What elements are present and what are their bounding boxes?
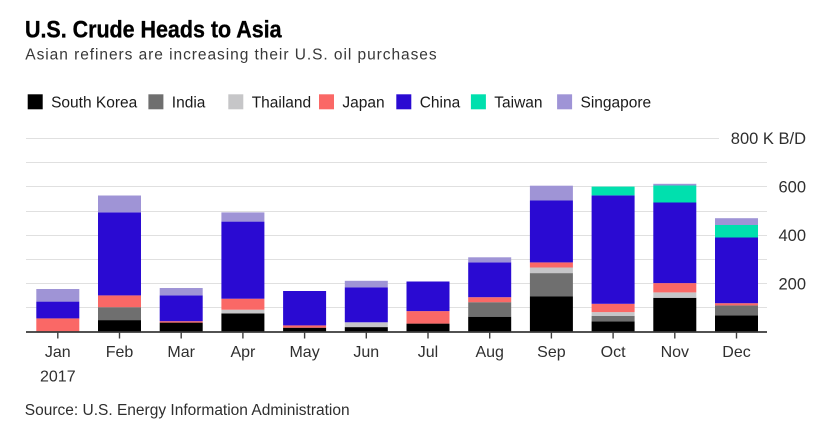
svg-text:Jun: Jun: [353, 344, 379, 361]
svg-text:200: 200: [778, 275, 806, 293]
svg-text:Jul: Jul: [418, 344, 438, 361]
svg-text:Source: U.S. Energy Informatio: Source: U.S. Energy Information Administ…: [25, 402, 350, 419]
svg-text:Jan: Jan: [45, 344, 71, 361]
svg-text:Singapore: Singapore: [581, 95, 652, 112]
svg-text:U.S. Crude Heads to Asia: U.S. Crude Heads to Asia: [25, 16, 282, 43]
svg-text:South Korea: South Korea: [51, 95, 138, 112]
svg-text:Taiwan: Taiwan: [494, 95, 542, 112]
svg-text:Feb: Feb: [106, 344, 134, 361]
svg-text:India: India: [172, 95, 206, 112]
svg-text:Aug: Aug: [475, 344, 503, 361]
svg-text:Japan: Japan: [342, 95, 384, 112]
svg-text:Sep: Sep: [537, 344, 566, 361]
svg-text:Dec: Dec: [722, 344, 750, 361]
svg-text:Nov: Nov: [661, 344, 689, 361]
svg-text:China: China: [420, 95, 461, 112]
svg-text:Apr: Apr: [230, 344, 256, 361]
svg-text:Mar: Mar: [167, 344, 195, 361]
svg-text:Thailand: Thailand: [252, 95, 311, 112]
svg-text:400: 400: [778, 227, 806, 245]
svg-text:2017: 2017: [40, 369, 76, 386]
svg-text:600: 600: [778, 179, 806, 197]
svg-text:Oct: Oct: [601, 344, 626, 361]
svg-text:Asian refiners are increasing: Asian refiners are increasing their U.S.…: [25, 47, 437, 64]
svg-text:800 K B/D: 800 K B/D: [731, 130, 806, 148]
svg-text:May: May: [289, 344, 319, 361]
